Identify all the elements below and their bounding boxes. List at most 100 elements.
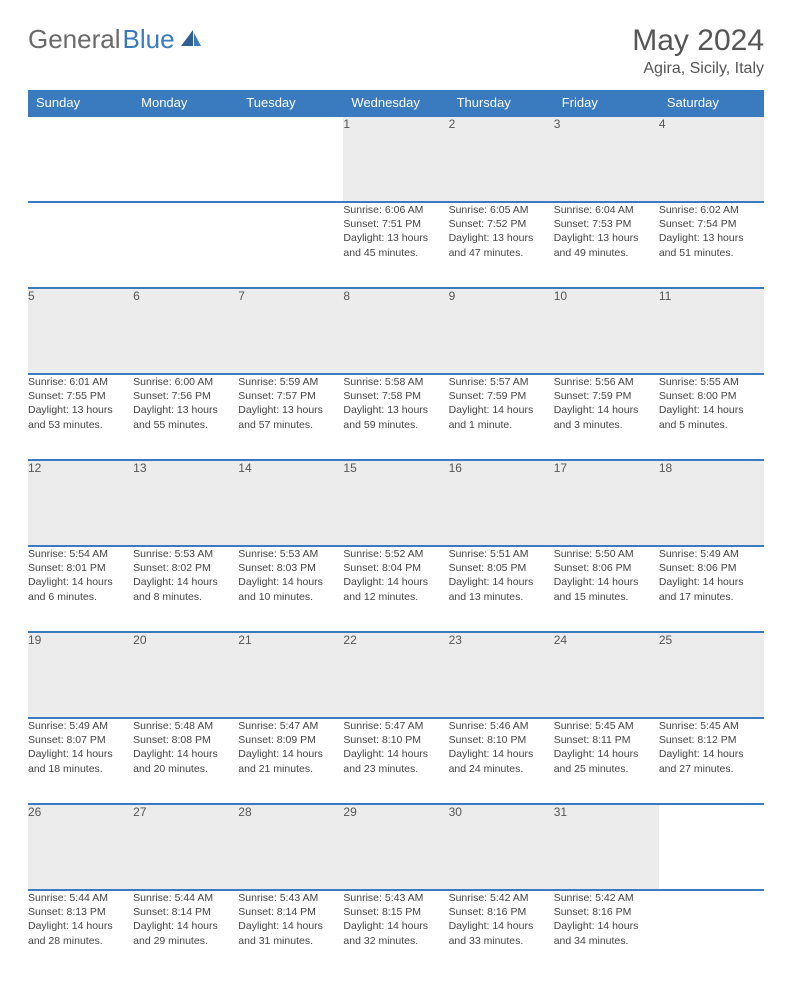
- day-number-cell: 15: [343, 460, 448, 546]
- day-number-cell: 27: [133, 804, 238, 890]
- daylight-line2: and 32 minutes.: [343, 934, 448, 948]
- day-number-cell: 6: [133, 288, 238, 374]
- location-label: Agira, Sicily, Italy: [632, 60, 764, 78]
- sunset-text: Sunset: 8:13 PM: [28, 905, 133, 919]
- daylight-line1: Daylight: 14 hours: [554, 403, 659, 417]
- daylight-line2: and 29 minutes.: [133, 934, 238, 948]
- daylight-line2: and 13 minutes.: [449, 590, 554, 604]
- calendar-header-row: SundayMondayTuesdayWednesdayThursdayFrid…: [28, 90, 764, 116]
- daylight-line2: and 33 minutes.: [449, 934, 554, 948]
- day-details-cell: Sunrise: 5:59 AMSunset: 7:57 PMDaylight:…: [238, 374, 343, 460]
- daylight-line2: and 24 minutes.: [449, 762, 554, 776]
- day-details-cell: Sunrise: 5:58 AMSunset: 7:58 PMDaylight:…: [343, 374, 448, 460]
- daylight-line2: and 15 minutes.: [554, 590, 659, 604]
- day-number-cell: 16: [449, 460, 554, 546]
- sunrise-text: Sunrise: 5:49 AM: [659, 547, 764, 561]
- sunrise-text: Sunrise: 5:53 AM: [238, 547, 343, 561]
- daylight-line1: Daylight: 14 hours: [28, 575, 133, 589]
- day-details-cell: Sunrise: 5:48 AMSunset: 8:08 PMDaylight:…: [133, 718, 238, 804]
- daylight-line2: and 21 minutes.: [238, 762, 343, 776]
- daylight-line1: Daylight: 14 hours: [28, 747, 133, 761]
- daylight-line2: and 25 minutes.: [554, 762, 659, 776]
- sunset-text: Sunset: 8:00 PM: [659, 389, 764, 403]
- sunset-text: Sunset: 8:16 PM: [449, 905, 554, 919]
- day-number-cell: 7: [238, 288, 343, 374]
- sunset-text: Sunset: 8:06 PM: [659, 561, 764, 575]
- daylight-line1: Daylight: 13 hours: [238, 403, 343, 417]
- sunrise-text: Sunrise: 5:54 AM: [28, 547, 133, 561]
- sunset-text: Sunset: 7:55 PM: [28, 389, 133, 403]
- daylight-line2: and 20 minutes.: [133, 762, 238, 776]
- day-details-cell: [28, 202, 133, 288]
- day-details-cell: Sunrise: 5:43 AMSunset: 8:15 PMDaylight:…: [343, 890, 448, 976]
- sunrise-text: Sunrise: 5:47 AM: [238, 719, 343, 733]
- daylight-line1: Daylight: 14 hours: [449, 403, 554, 417]
- sunrise-text: Sunrise: 6:05 AM: [449, 203, 554, 217]
- daylight-line1: Daylight: 14 hours: [133, 747, 238, 761]
- day-details-row: Sunrise: 6:06 AMSunset: 7:51 PMDaylight:…: [28, 202, 764, 288]
- day-details-cell: Sunrise: 5:43 AMSunset: 8:14 PMDaylight:…: [238, 890, 343, 976]
- sunrise-text: Sunrise: 5:57 AM: [449, 375, 554, 389]
- daylight-line1: Daylight: 14 hours: [449, 747, 554, 761]
- day-details-cell: Sunrise: 6:04 AMSunset: 7:53 PMDaylight:…: [554, 202, 659, 288]
- day-details-cell: [133, 202, 238, 288]
- day-number-cell: 18: [659, 460, 764, 546]
- daylight-line1: Daylight: 14 hours: [554, 747, 659, 761]
- day-number-cell: [133, 116, 238, 202]
- daylight-line2: and 23 minutes.: [343, 762, 448, 776]
- daylight-line2: and 51 minutes.: [659, 246, 764, 260]
- daylight-line1: Daylight: 13 hours: [343, 231, 448, 245]
- day-details-cell: Sunrise: 5:52 AMSunset: 8:04 PMDaylight:…: [343, 546, 448, 632]
- day-details-row: Sunrise: 6:01 AMSunset: 7:55 PMDaylight:…: [28, 374, 764, 460]
- day-number-cell: 10: [554, 288, 659, 374]
- sail-icon: [179, 24, 203, 55]
- day-details-cell: Sunrise: 5:51 AMSunset: 8:05 PMDaylight:…: [449, 546, 554, 632]
- day-details-cell: Sunrise: 5:45 AMSunset: 8:11 PMDaylight:…: [554, 718, 659, 804]
- sunrise-text: Sunrise: 5:53 AM: [133, 547, 238, 561]
- daylight-line2: and 8 minutes.: [133, 590, 238, 604]
- day-number-cell: 28: [238, 804, 343, 890]
- sunrise-text: Sunrise: 5:50 AM: [554, 547, 659, 561]
- day-details-cell: [238, 202, 343, 288]
- sunrise-text: Sunrise: 5:43 AM: [238, 891, 343, 905]
- sunrise-text: Sunrise: 5:47 AM: [343, 719, 448, 733]
- daylight-line1: Daylight: 14 hours: [554, 575, 659, 589]
- sunrise-text: Sunrise: 5:42 AM: [554, 891, 659, 905]
- daylight-line2: and 47 minutes.: [449, 246, 554, 260]
- day-number-cell: 24: [554, 632, 659, 718]
- sunrise-text: Sunrise: 5:56 AM: [554, 375, 659, 389]
- sunrise-text: Sunrise: 5:45 AM: [659, 719, 764, 733]
- sunrise-text: Sunrise: 5:45 AM: [554, 719, 659, 733]
- daylight-line1: Daylight: 14 hours: [28, 919, 133, 933]
- weekday-header: Saturday: [659, 90, 764, 116]
- sunset-text: Sunset: 8:10 PM: [343, 733, 448, 747]
- day-details-cell: Sunrise: 6:06 AMSunset: 7:51 PMDaylight:…: [343, 202, 448, 288]
- day-number-cell: [238, 116, 343, 202]
- day-details-cell: Sunrise: 5:45 AMSunset: 8:12 PMDaylight:…: [659, 718, 764, 804]
- sunrise-text: Sunrise: 5:58 AM: [343, 375, 448, 389]
- sunrise-text: Sunrise: 6:06 AM: [343, 203, 448, 217]
- sunset-text: Sunset: 8:02 PM: [133, 561, 238, 575]
- day-number-cell: 25: [659, 632, 764, 718]
- daylight-line2: and 53 minutes.: [28, 418, 133, 432]
- day-details-cell: Sunrise: 5:57 AMSunset: 7:59 PMDaylight:…: [449, 374, 554, 460]
- day-number-cell: 12: [28, 460, 133, 546]
- day-number-row: 567891011: [28, 288, 764, 374]
- day-number-cell: 9: [449, 288, 554, 374]
- day-number-cell: 29: [343, 804, 448, 890]
- daylight-line1: Daylight: 14 hours: [659, 575, 764, 589]
- day-number-cell: 19: [28, 632, 133, 718]
- sunrise-text: Sunrise: 5:49 AM: [28, 719, 133, 733]
- sunset-text: Sunset: 8:05 PM: [449, 561, 554, 575]
- day-number-cell: 26: [28, 804, 133, 890]
- sunset-text: Sunset: 7:51 PM: [343, 217, 448, 231]
- sunset-text: Sunset: 8:08 PM: [133, 733, 238, 747]
- day-details-cell: Sunrise: 5:49 AMSunset: 8:07 PMDaylight:…: [28, 718, 133, 804]
- sunrise-text: Sunrise: 5:52 AM: [343, 547, 448, 561]
- sunset-text: Sunset: 8:09 PM: [238, 733, 343, 747]
- brand-logo: GeneralBlue: [28, 24, 203, 55]
- sunset-text: Sunset: 8:10 PM: [449, 733, 554, 747]
- sunrise-text: Sunrise: 6:04 AM: [554, 203, 659, 217]
- day-number-cell: 23: [449, 632, 554, 718]
- day-details-cell: Sunrise: 5:42 AMSunset: 8:16 PMDaylight:…: [554, 890, 659, 976]
